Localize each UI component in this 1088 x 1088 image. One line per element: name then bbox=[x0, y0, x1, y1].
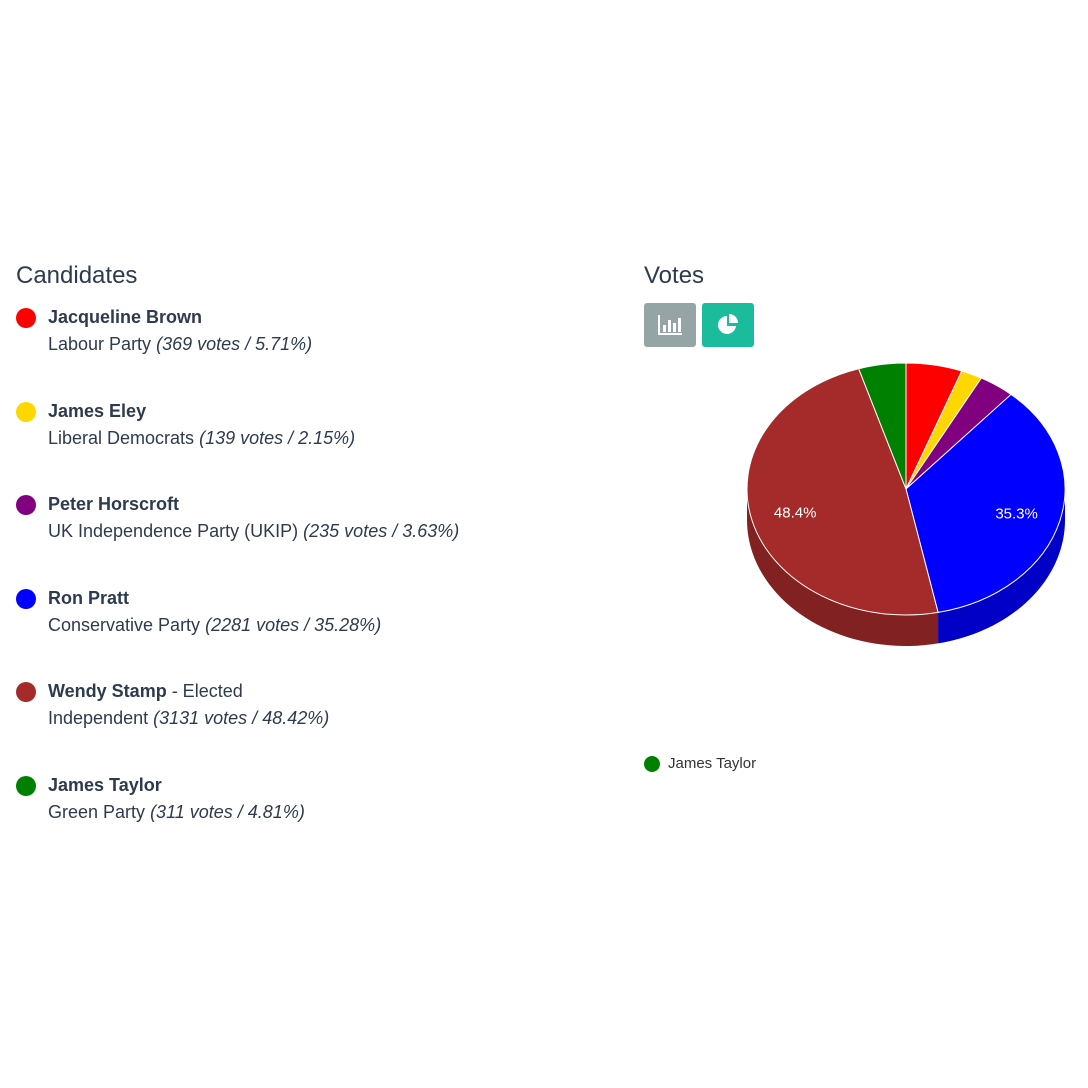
candidate-color-dot bbox=[16, 308, 36, 328]
candidate-stats: (369 votes / 5.71%) bbox=[156, 334, 313, 354]
candidate-party: Independent bbox=[48, 708, 149, 728]
candidate-stats: (235 votes / 3.63%) bbox=[303, 521, 460, 541]
votes-panel: Votes 35.3% 48.4% James Taylor bbox=[644, 262, 1074, 802]
pie-slice-james-taylor[interactable] bbox=[858, 362, 907, 490]
pie-data-label: 35.3% bbox=[995, 505, 1038, 522]
candidates-title: Candidates bbox=[16, 262, 138, 289]
candidate-stats: (2281 votes / 35.28%) bbox=[205, 614, 382, 635]
candidates-panel: Candidates Jacqueline Brown Labour Party… bbox=[16, 262, 596, 865]
candidate-name: Peter Horscroft bbox=[48, 494, 180, 514]
candidate-item: James Eley Liberal Democrats (139 votes … bbox=[16, 398, 596, 492]
candidate-item: James Taylor Green Party (311 votes / 4.… bbox=[16, 772, 596, 866]
candidate-party: Green Party bbox=[48, 801, 146, 822]
candidate-stats: (311 votes / 4.81%) bbox=[150, 801, 305, 822]
candidate-party: Labour Party bbox=[48, 334, 152, 354]
candidate-name: Wendy Stamp bbox=[48, 681, 167, 701]
candidate-color-dot bbox=[16, 682, 36, 702]
candidate-party: Liberal Democrats bbox=[48, 427, 195, 448]
pie-chart-button[interactable] bbox=[702, 303, 754, 347]
candidate-item: Peter Horscroft UK Independence Party (U… bbox=[16, 491, 596, 585]
candidate-color-dot bbox=[16, 775, 36, 796]
legend-item-label: James Taylor bbox=[668, 755, 757, 772]
candidate-color-dot bbox=[16, 401, 36, 422]
candidate-name: Jacqueline Brown bbox=[48, 307, 203, 327]
bar-chart-button[interactable] bbox=[644, 303, 696, 347]
candidate-stats: (139 votes / 2.15%) bbox=[199, 427, 356, 448]
candidate-list: Jacqueline Brown Labour Party (369 votes… bbox=[16, 304, 596, 865]
candidate-name: Ron Pratt bbox=[48, 587, 129, 608]
votes-pie-chart: 35.3% 48.4% bbox=[746, 362, 1066, 646]
legend-color-dot bbox=[644, 755, 660, 772]
candidate-color-dot bbox=[16, 588, 36, 609]
candidate-name: James Eley bbox=[48, 400, 147, 421]
candidate-item: Jacqueline Brown Labour Party (369 votes… bbox=[16, 304, 596, 398]
candidate-status: - Elected bbox=[166, 681, 243, 701]
pie-slice-wendy-stamp[interactable] bbox=[746, 368, 939, 616]
candidate-item: Wendy Stamp - Elected Independent (3131 … bbox=[16, 678, 596, 772]
pie-data-label: 48.4% bbox=[774, 505, 817, 522]
candidate-color-dot bbox=[16, 495, 36, 515]
candidate-party: UK Independence Party (UKIP) bbox=[48, 521, 299, 541]
candidate-name: James Taylor bbox=[48, 774, 162, 795]
pie-slice-side-wendy-stamp bbox=[747, 489, 939, 646]
bar-chart-icon bbox=[658, 315, 682, 335]
candidate-item: Ron Pratt Conservative Party (2281 votes… bbox=[16, 585, 596, 679]
candidate-party: Conservative Party bbox=[48, 614, 201, 635]
pie-slice-ron-pratt[interactable] bbox=[905, 393, 1066, 613]
candidate-stats: (3131 votes / 48.42%) bbox=[153, 708, 330, 728]
chart-legend: James Taylor bbox=[644, 755, 756, 772]
votes-title: Votes bbox=[644, 262, 705, 289]
pie-chart-icon bbox=[718, 314, 738, 334]
